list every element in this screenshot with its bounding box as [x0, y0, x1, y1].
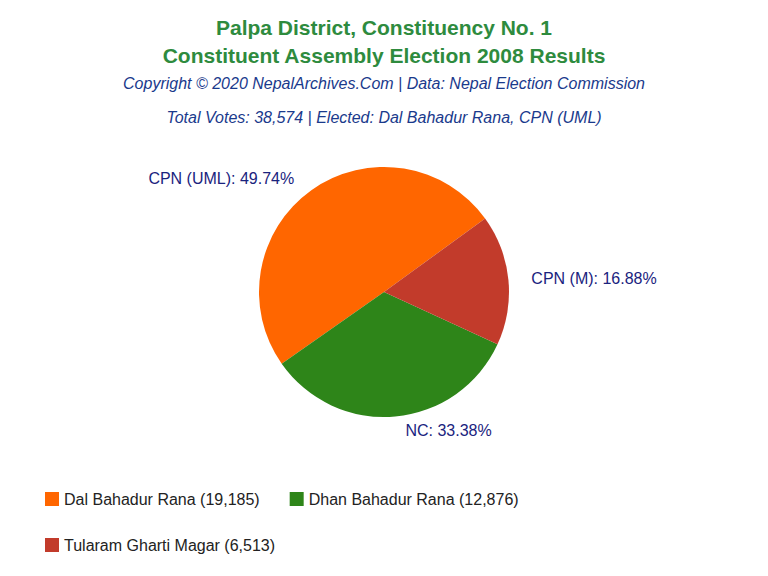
svg-text:Tularam Gharti Magar (6,513): Tularam Gharti Magar (6,513)	[64, 537, 275, 554]
svg-text:Copyright © 2020 NepalArchives: Copyright © 2020 NepalArchives.Com | Dat…	[123, 75, 645, 92]
svg-text:Palpa District, Constituency N: Palpa District, Constituency No. 1	[216, 16, 552, 39]
svg-text:Dhan Bahadur Rana (12,876): Dhan Bahadur Rana (12,876)	[309, 491, 519, 508]
svg-text:CPN (M): 16.88%: CPN (M): 16.88%	[531, 270, 656, 287]
svg-text:CPN (UML): 49.74%: CPN (UML): 49.74%	[148, 170, 294, 187]
svg-text:Constituent Assembly Election: Constituent Assembly Election 2008 Resul…	[163, 44, 606, 67]
svg-text:Dal Bahadur Rana (19,185): Dal Bahadur Rana (19,185)	[64, 491, 260, 508]
svg-text:Total Votes: 38,574 | Elected:: Total Votes: 38,574 | Elected: Dal Bahad…	[166, 109, 601, 126]
svg-text:NC: 33.38%: NC: 33.38%	[405, 422, 491, 439]
